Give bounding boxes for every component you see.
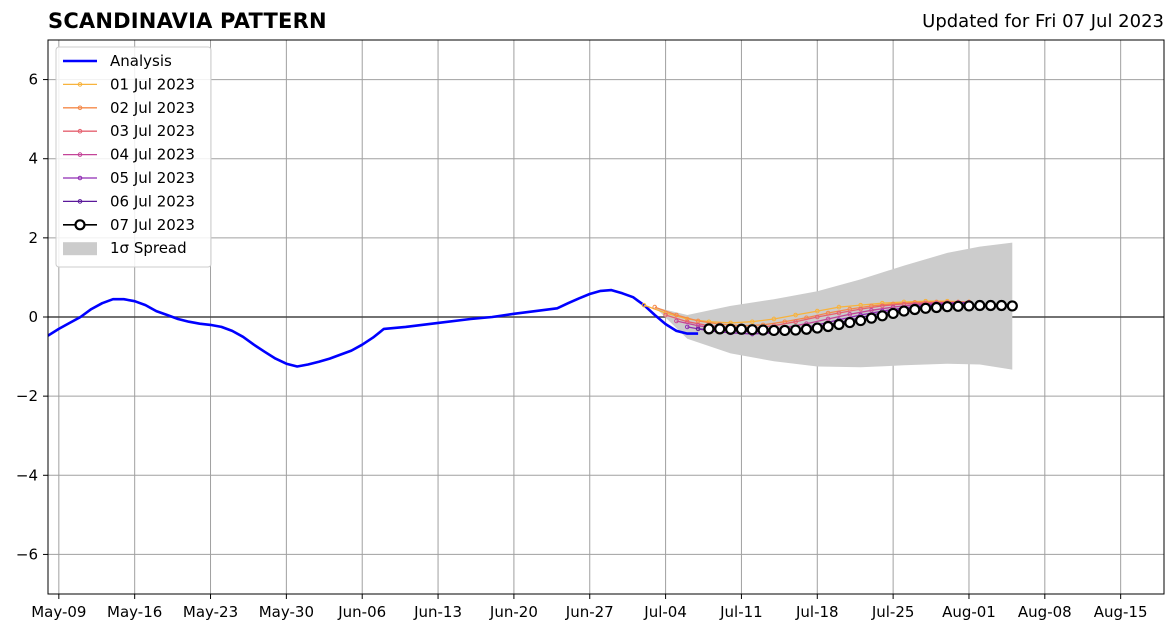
forecast-point xyxy=(703,323,715,335)
forecast-point xyxy=(793,319,798,325)
forecast-point xyxy=(684,324,690,330)
forecast-point xyxy=(869,307,874,313)
x-tick-label: Jul-11 xyxy=(719,603,763,621)
forecast-point xyxy=(725,323,737,335)
forecast-point xyxy=(800,323,813,335)
legend-label: 07 Jul 2023 xyxy=(110,216,195,234)
legend-label: 05 Jul 2023 xyxy=(110,169,195,187)
legend-label: 01 Jul 2023 xyxy=(110,75,195,93)
legend-marker xyxy=(77,175,83,181)
forecast-point xyxy=(952,300,964,312)
legend-marker xyxy=(74,219,86,231)
spread-band xyxy=(654,242,1013,370)
forecast-point xyxy=(974,299,986,312)
forecast-point xyxy=(674,312,679,318)
x-tick-label: May-16 xyxy=(107,603,162,621)
forecast-point xyxy=(825,316,831,322)
x-tick-label: Aug-08 xyxy=(1018,603,1072,621)
forecast-point xyxy=(779,324,791,337)
x-tick-label: Jun-20 xyxy=(489,603,538,621)
forecast-point xyxy=(855,314,867,327)
x-tick-label: Aug-15 xyxy=(1094,603,1148,621)
forecast-point xyxy=(941,301,953,313)
forecast-point xyxy=(695,318,701,324)
legend-label: 06 Jul 2023 xyxy=(110,192,195,210)
legend-marker xyxy=(77,152,83,157)
legend-label: 04 Jul 2023 xyxy=(110,146,195,164)
forecast-point xyxy=(995,299,1008,312)
x-tick-label: Aug-01 xyxy=(942,603,996,621)
forecast-point xyxy=(811,322,823,334)
forecast-point xyxy=(822,320,834,333)
x-tick-label: Jun-27 xyxy=(565,603,614,621)
forecast-point xyxy=(836,310,842,316)
x-tick-label: Jul-04 xyxy=(643,603,687,621)
plot-area xyxy=(48,242,1018,370)
grid xyxy=(48,40,1164,594)
forecast-point xyxy=(663,312,668,318)
x-tick-label: May-23 xyxy=(183,603,238,621)
legend-swatch xyxy=(63,242,97,256)
y-tick-label: 2 xyxy=(28,229,38,247)
forecast-point xyxy=(695,326,701,332)
forecast-point xyxy=(844,316,856,329)
x-tick-label: May-30 xyxy=(259,603,314,621)
forecast-point xyxy=(714,323,726,335)
forecast-point xyxy=(858,306,863,312)
legend: Analysis 01 Jul 2023 02 Jul 2023 03 Jul 202… xyxy=(55,46,212,268)
forecast-point xyxy=(746,324,758,336)
forecast-point xyxy=(909,303,921,316)
forecast-point xyxy=(879,303,885,309)
forecast-point xyxy=(652,304,658,310)
forecast-point xyxy=(771,316,777,322)
y-tick-label: 0 xyxy=(28,308,38,326)
forecast-point xyxy=(847,311,853,317)
legend-label: 03 Jul 2023 xyxy=(110,122,195,140)
forecast-point xyxy=(887,307,899,320)
x-tick-label: Jun-13 xyxy=(413,603,462,621)
forecast-point xyxy=(768,324,780,337)
analysis-line xyxy=(48,288,699,368)
forecast-point xyxy=(876,310,888,322)
forecast-point xyxy=(833,318,845,331)
forecast-point xyxy=(757,324,769,336)
forecast-point xyxy=(674,318,679,324)
forecast-point xyxy=(814,308,820,314)
forecast-point xyxy=(1006,300,1018,312)
legend-marker xyxy=(77,82,83,87)
axes: May-09 May-16 May-23 May-30 Jun-06 Jun-13 Jun-… xyxy=(16,71,1148,621)
forecast-point xyxy=(963,300,975,312)
x-tick-label: Jun-06 xyxy=(337,603,386,621)
forecast-point xyxy=(865,312,878,324)
forecast-point xyxy=(735,323,748,335)
legend-marker xyxy=(77,105,83,111)
forecast-point xyxy=(898,305,910,317)
y-tick-label: −6 xyxy=(16,545,38,563)
forecast-point xyxy=(985,299,997,312)
legend-marker xyxy=(77,128,83,134)
forecast-point xyxy=(814,314,820,320)
x-tick-label: May-09 xyxy=(31,603,86,621)
forecast-point xyxy=(836,304,842,310)
forecast-point xyxy=(641,302,647,308)
forecast-point xyxy=(793,312,798,318)
forecast-point xyxy=(920,302,932,314)
x-tick-label: Jul-25 xyxy=(871,603,915,621)
updated-date-label: Updated for Fri 07 Jul 2023 xyxy=(922,11,1164,32)
legend-label: Analysis xyxy=(110,52,172,70)
x-tick-label: Jul-18 xyxy=(795,603,839,621)
legend-label: 1σ Spread xyxy=(110,239,187,257)
legend-box xyxy=(55,46,212,268)
forecast-point xyxy=(930,301,943,314)
y-tick-label: −2 xyxy=(16,387,38,405)
legend-marker xyxy=(77,199,83,204)
forecast-point xyxy=(749,319,755,325)
y-tick-label: 6 xyxy=(28,71,38,89)
forecast-point xyxy=(790,324,802,336)
legend-label: 02 Jul 2023 xyxy=(110,99,195,117)
y-tick-label: −4 xyxy=(16,466,38,484)
y-tick-label: 4 xyxy=(28,150,38,168)
chart-title: SCANDINAVIA PATTERN xyxy=(48,9,327,33)
